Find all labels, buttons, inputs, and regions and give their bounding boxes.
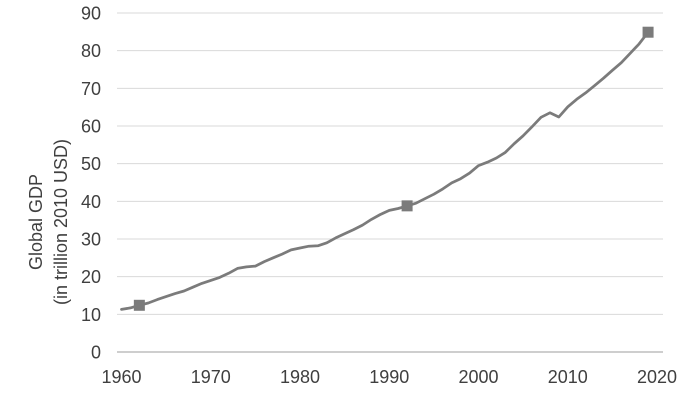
x-tick-label: 1960 [101, 367, 141, 387]
y-tick-label: 60 [81, 117, 101, 137]
y-tick-label: 20 [81, 267, 101, 287]
data-point-marker [133, 299, 145, 311]
x-tick-label: 1970 [191, 367, 231, 387]
x-tick-label: 2010 [548, 367, 588, 387]
y-tick-label: 90 [81, 4, 101, 24]
gdp-series-line [120, 30, 650, 311]
x-tick-label: 2000 [458, 367, 498, 387]
x-tick-label: 2020 [637, 367, 677, 387]
y-tick-label: 70 [81, 79, 101, 99]
x-tick-label: 1990 [369, 367, 409, 387]
x-tick-label: 1980 [280, 367, 320, 387]
y-tick-label: 10 [81, 305, 101, 325]
y-tick-label: 80 [81, 41, 101, 61]
y-tick-label: 30 [81, 230, 101, 250]
y-tick-label: 40 [81, 192, 101, 212]
y-tick-label: 50 [81, 154, 101, 174]
data-point-marker [642, 26, 654, 38]
y-tick-label: 0 [91, 343, 101, 363]
data-point-marker [401, 200, 413, 212]
